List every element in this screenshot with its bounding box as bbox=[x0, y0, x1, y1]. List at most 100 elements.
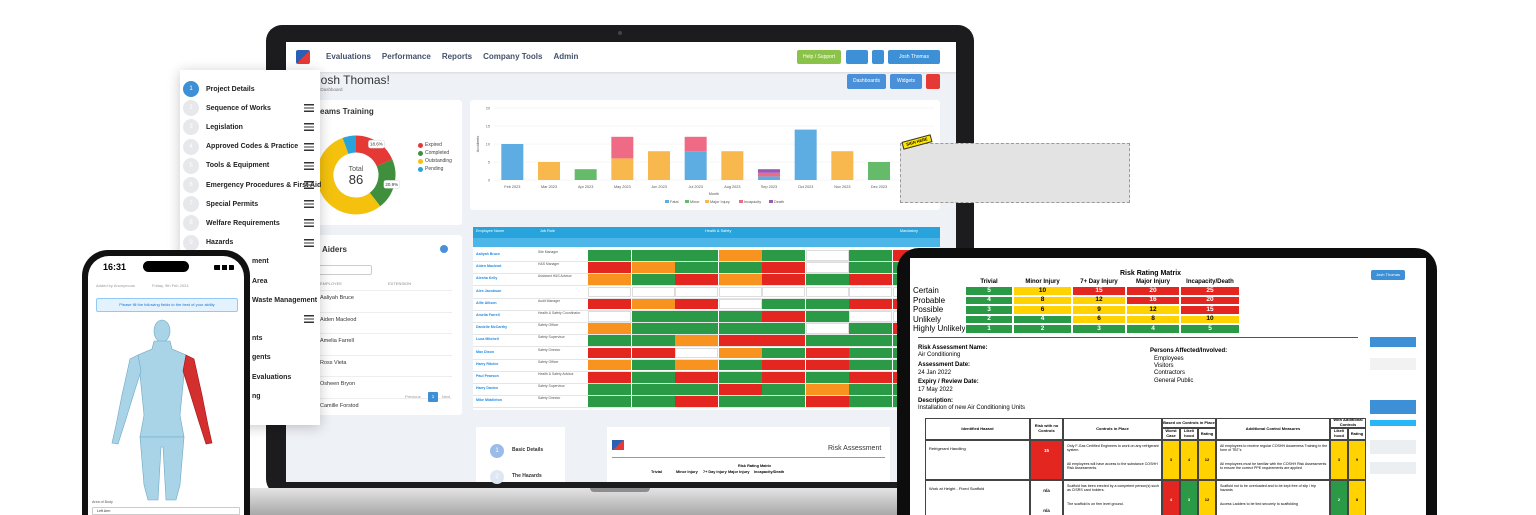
step-label: Area bbox=[252, 277, 268, 285]
tablet-user-button[interactable]: Josh Thomas bbox=[1371, 270, 1405, 280]
legend-dot bbox=[418, 167, 423, 172]
detail-text: 24 Jan 2022 bbox=[918, 370, 952, 376]
additional-cell: Scaffold not to be overloaded and to be … bbox=[1216, 480, 1330, 515]
row-divider bbox=[310, 354, 452, 355]
status-cell bbox=[762, 335, 805, 346]
x-axis-title: Month bbox=[709, 192, 720, 196]
matrix-cell: 12 bbox=[1072, 295, 1126, 305]
employee-name: Aaliyah Bruce bbox=[476, 252, 500, 256]
pagination-page[interactable]: 1 bbox=[428, 392, 438, 402]
matrix-cell: 4 bbox=[965, 295, 1013, 305]
status-cell bbox=[849, 311, 892, 322]
status-cell bbox=[805, 372, 849, 383]
menu-icon[interactable] bbox=[304, 200, 314, 209]
status-cell bbox=[675, 384, 718, 395]
menu-icon[interactable] bbox=[304, 104, 314, 113]
header-cell: Controls in Place bbox=[1063, 418, 1162, 440]
laptop-notch bbox=[590, 488, 650, 492]
notification-button[interactable] bbox=[872, 50, 884, 64]
person-type: Employees bbox=[1154, 356, 1184, 362]
search-box[interactable] bbox=[316, 265, 372, 275]
status-cell bbox=[631, 274, 675, 285]
status-cell bbox=[631, 396, 675, 407]
step-number: 9 bbox=[183, 234, 199, 251]
dashboards-button[interactable]: Dashboards bbox=[847, 74, 886, 89]
menu-icon[interactable] bbox=[304, 238, 314, 247]
settings-button[interactable] bbox=[846, 50, 868, 64]
legend-label: Death bbox=[774, 200, 784, 204]
step-circle: 2 bbox=[490, 470, 504, 484]
status-cell bbox=[675, 335, 718, 346]
doc-logo bbox=[612, 440, 624, 450]
bar-segment bbox=[611, 136, 634, 159]
employee-name: Danielle McCarthy bbox=[476, 325, 508, 330]
dynamic-island bbox=[143, 261, 189, 272]
nav-item[interactable]: Performance bbox=[381, 52, 431, 61]
menu-icon[interactable] bbox=[304, 219, 314, 228]
control-text: Only F-Gas Certified Engineers to work o… bbox=[1067, 444, 1159, 453]
menu-icon[interactable] bbox=[304, 161, 314, 170]
rating-cell: 12 bbox=[1198, 440, 1216, 480]
employee-role: H&S Manager bbox=[538, 262, 560, 267]
first-aider-name: Amelia Farrell bbox=[320, 338, 354, 344]
nav-item[interactable]: Evaluations bbox=[326, 52, 371, 61]
settings-icon[interactable] bbox=[440, 245, 448, 253]
row-divider bbox=[473, 261, 940, 262]
nav-item[interactable]: Admin bbox=[553, 52, 579, 61]
column-header: Employee Name bbox=[476, 229, 505, 233]
nav-item[interactable]: Reports bbox=[441, 52, 473, 61]
matrix-row-label: Highly Unlikely bbox=[913, 324, 966, 333]
rating-cell: 3 bbox=[1180, 480, 1198, 515]
menu-icon[interactable] bbox=[304, 123, 314, 132]
menu-icon[interactable] bbox=[304, 142, 314, 151]
row-divider bbox=[473, 346, 940, 347]
status-cell bbox=[762, 396, 805, 407]
detail-text: Description: bbox=[918, 398, 954, 404]
person-type: General Public bbox=[1154, 377, 1194, 384]
controls-cell: Only F-Gas Certified Engineers to work o… bbox=[1063, 440, 1162, 480]
matrix-cell: 2 bbox=[965, 314, 1013, 324]
nav-item[interactable]: Company Tools bbox=[483, 52, 543, 61]
menu-icon[interactable] bbox=[304, 315, 314, 324]
step-label: nts bbox=[252, 335, 263, 343]
step-number: 3 bbox=[183, 119, 199, 136]
status-cell bbox=[762, 347, 805, 359]
step-circle: 1 bbox=[490, 444, 504, 458]
legend-label: Outstanding bbox=[425, 158, 452, 164]
added-date: Friday, 9th Feb 2024 bbox=[152, 283, 189, 288]
help-button[interactable]: Help / Support bbox=[797, 50, 841, 64]
status-cell bbox=[718, 286, 762, 298]
matrix-column: Major Injury bbox=[1135, 279, 1170, 285]
matrix-cell: 8 bbox=[1013, 295, 1072, 305]
bar-segment bbox=[758, 176, 780, 180]
matrix-row-label: Unlikely bbox=[913, 314, 942, 324]
header-cell: Based on Controls in Place bbox=[1162, 418, 1216, 428]
widgets-button[interactable]: Widgets bbox=[890, 74, 922, 89]
donut-total: 86 bbox=[349, 172, 363, 187]
column-header: Job Role bbox=[540, 229, 555, 233]
lock-button[interactable] bbox=[926, 74, 940, 89]
step-label: Basic Details bbox=[512, 447, 544, 453]
status-cell bbox=[675, 347, 718, 359]
status-cell bbox=[805, 323, 849, 334]
sidebar-block bbox=[1370, 400, 1416, 414]
status-cell bbox=[849, 274, 892, 285]
rating-cell: 3 bbox=[1330, 440, 1348, 480]
field-select[interactable]: Left Arm bbox=[92, 507, 240, 515]
bar-segment bbox=[868, 162, 890, 180]
legend-swatch bbox=[705, 200, 709, 203]
control-text: All employees will have access to the su… bbox=[1067, 462, 1158, 471]
matrix-cell: 4 bbox=[1126, 324, 1180, 334]
user-button[interactable]: Josh Thomas bbox=[888, 50, 940, 64]
menu-icon[interactable] bbox=[304, 181, 314, 189]
bar-segment bbox=[794, 129, 817, 180]
matrix-cell: 20 bbox=[1126, 286, 1180, 296]
header-cell: Additional Control Measures bbox=[1216, 418, 1330, 440]
status-cell bbox=[675, 323, 718, 334]
status-cell bbox=[805, 359, 849, 371]
status-icons bbox=[214, 265, 234, 270]
status-cell bbox=[675, 298, 718, 310]
header-cell: Rating bbox=[1198, 428, 1216, 440]
